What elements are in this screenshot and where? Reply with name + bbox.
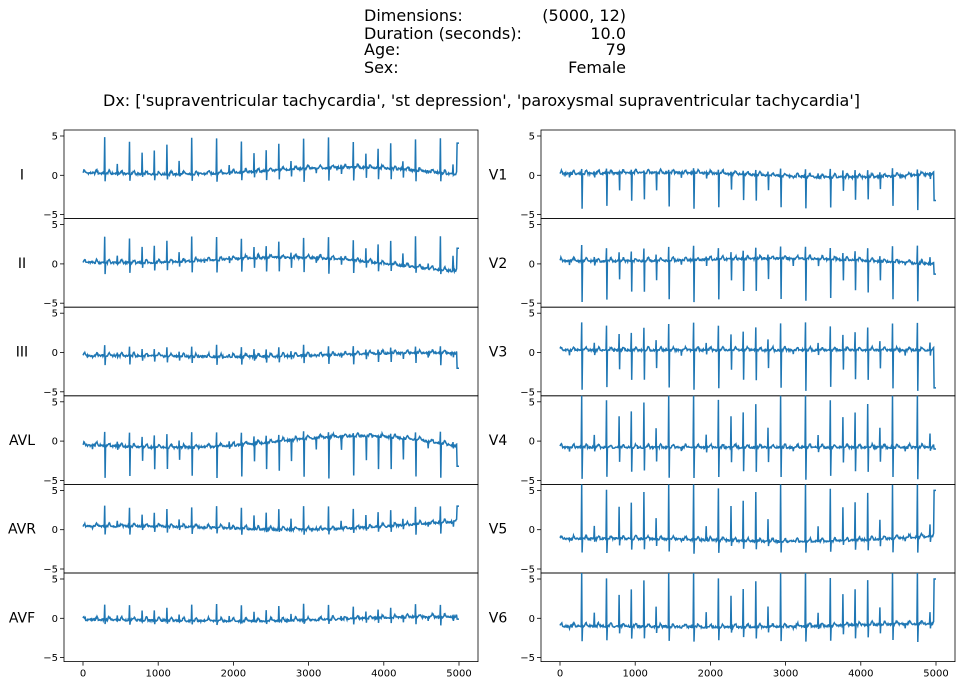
x-tick-label: 4000: [848, 669, 873, 680]
x-tick-label: 3000: [296, 669, 321, 680]
y-tick-label: −5: [520, 299, 535, 310]
y-tick-label: 0: [52, 171, 58, 182]
lead-label-avr: AVR: [8, 522, 36, 538]
y-tick-label: 5: [529, 486, 535, 497]
y-tick-label: −5: [43, 210, 58, 221]
y-tick-label: 5: [52, 309, 58, 320]
duration-label: Duration (seconds):: [364, 24, 522, 43]
lead-panel-i: −5 0 5 I: [20, 129, 479, 221]
y-tick-label: 0: [529, 525, 535, 536]
y-tick-label: 0: [52, 614, 58, 625]
y-tick-label: −5: [520, 653, 535, 664]
ecg-trace-v4: [559, 395, 936, 480]
y-tick-label: 0: [529, 259, 535, 270]
x-tick-label: 5000: [923, 669, 948, 680]
lead-label-v5: V5: [489, 522, 507, 538]
lead-label-avl: AVL: [9, 433, 35, 449]
y-tick-label: −5: [520, 387, 535, 398]
y-tick-label: 5: [52, 220, 58, 231]
lead-panel-v3: −5 0 5 V3: [489, 306, 956, 398]
axes-frame: [540, 572, 956, 662]
x-tick-label: 0: [557, 669, 563, 680]
y-tick-label: 0: [529, 171, 535, 182]
y-tick-label: 5: [52, 132, 58, 143]
x-tick-label: 2000: [698, 669, 723, 680]
lead-panel-v1: −5 0 5 V1: [489, 129, 956, 221]
lead-panel-avl: −5 0 5 AVL: [9, 395, 479, 487]
lead-label-v3: V3: [489, 345, 507, 361]
ecg-trace-avr: [82, 505, 459, 535]
age-value: 79: [605, 40, 626, 59]
lead-label-i: I: [20, 167, 24, 183]
y-tick-label: −5: [43, 565, 58, 576]
y-tick-label: 5: [529, 575, 535, 586]
ecg-trace-v5: [559, 484, 936, 554]
lead-panel-iii: −5 0 5 III: [16, 306, 479, 398]
y-tick-label: −5: [43, 653, 58, 664]
lead-label-v6: V6: [489, 610, 508, 626]
x-tick-label: 3000: [773, 669, 798, 680]
lead-label-v4: V4: [489, 433, 508, 449]
y-tick-label: 5: [529, 309, 535, 320]
diagnosis-title: Dx: ['supraventricular tachycardia', 'st…: [103, 91, 860, 110]
y-tick-label: 5: [529, 397, 535, 408]
lead-label-ii: II: [18, 256, 26, 272]
y-tick-label: 5: [52, 575, 58, 586]
chart-header: Dimensions: (5000, 12) Duration (seconds…: [0, 0, 963, 120]
dimensions-label: Dimensions:: [364, 6, 463, 25]
y-tick-label: 0: [52, 348, 58, 359]
lead-label-v2: V2: [489, 256, 507, 272]
axes-frame: [63, 572, 479, 662]
x-tick-label: 1000: [145, 669, 170, 680]
ecg-trace-v6: [559, 573, 936, 643]
sex-value: Female: [568, 58, 626, 77]
age-label: Age:: [364, 40, 401, 59]
dimensions-value: (5000, 12): [542, 6, 626, 25]
x-tick-label: 0: [80, 669, 86, 680]
x-tick-label: 5000: [446, 669, 471, 680]
y-tick-label: −5: [43, 387, 58, 398]
x-tick-label: 1000: [622, 669, 647, 680]
x-tick-label: 4000: [371, 669, 396, 680]
lead-panel-v5: −5 0 5 V5: [489, 483, 956, 576]
y-tick-label: −5: [520, 565, 535, 576]
y-tick-label: 0: [52, 437, 58, 448]
ecg-trace-iii: [82, 344, 459, 369]
y-tick-label: 5: [52, 397, 58, 408]
lead-panel-avf: −5 0 5 AVF 0 1000 2000 3000 4000 5000: [9, 572, 479, 680]
y-tick-label: 0: [529, 614, 535, 625]
y-tick-label: 5: [52, 486, 58, 497]
ecg-trace-v1: [559, 167, 936, 211]
ecg-trace-v2: [559, 244, 936, 303]
y-tick-label: 0: [529, 437, 535, 448]
ecg-trace-ii: [82, 236, 459, 275]
y-tick-label: 0: [52, 259, 58, 270]
ecg-trace-i: [82, 137, 459, 182]
y-tick-label: −5: [520, 476, 535, 487]
y-tick-label: −5: [43, 299, 58, 310]
ecg-trace-avl: [82, 430, 459, 479]
ecg-trace-v3: [559, 322, 936, 391]
y-tick-label: −5: [43, 476, 58, 487]
x-tick-label: 2000: [221, 669, 246, 680]
y-tick-label: 5: [529, 132, 535, 143]
lead-label-iii: III: [16, 345, 28, 361]
lead-panel-avr: −5 0 5 AVR: [8, 483, 479, 576]
lead-panel-v6: −5 0 5 V6 0 1000 2000 3000 4000 5000: [489, 572, 956, 680]
lead-label-avf: AVF: [9, 610, 35, 626]
duration-value: 10.0: [590, 24, 626, 43]
y-tick-label: 0: [52, 525, 58, 536]
lead-panel-v4: −5 0 5 V4: [489, 395, 956, 487]
lead-label-v1: V1: [489, 167, 507, 183]
y-tick-label: 5: [529, 220, 535, 231]
y-tick-label: 0: [529, 348, 535, 359]
ecg-trace-avf: [82, 603, 459, 626]
lead-panel-v2: −5 0 5 V2: [489, 218, 956, 310]
y-tick-label: −5: [520, 210, 535, 221]
lead-panel-ii: −5 0 5 II: [18, 218, 479, 310]
sex-label: Sex:: [364, 58, 399, 77]
